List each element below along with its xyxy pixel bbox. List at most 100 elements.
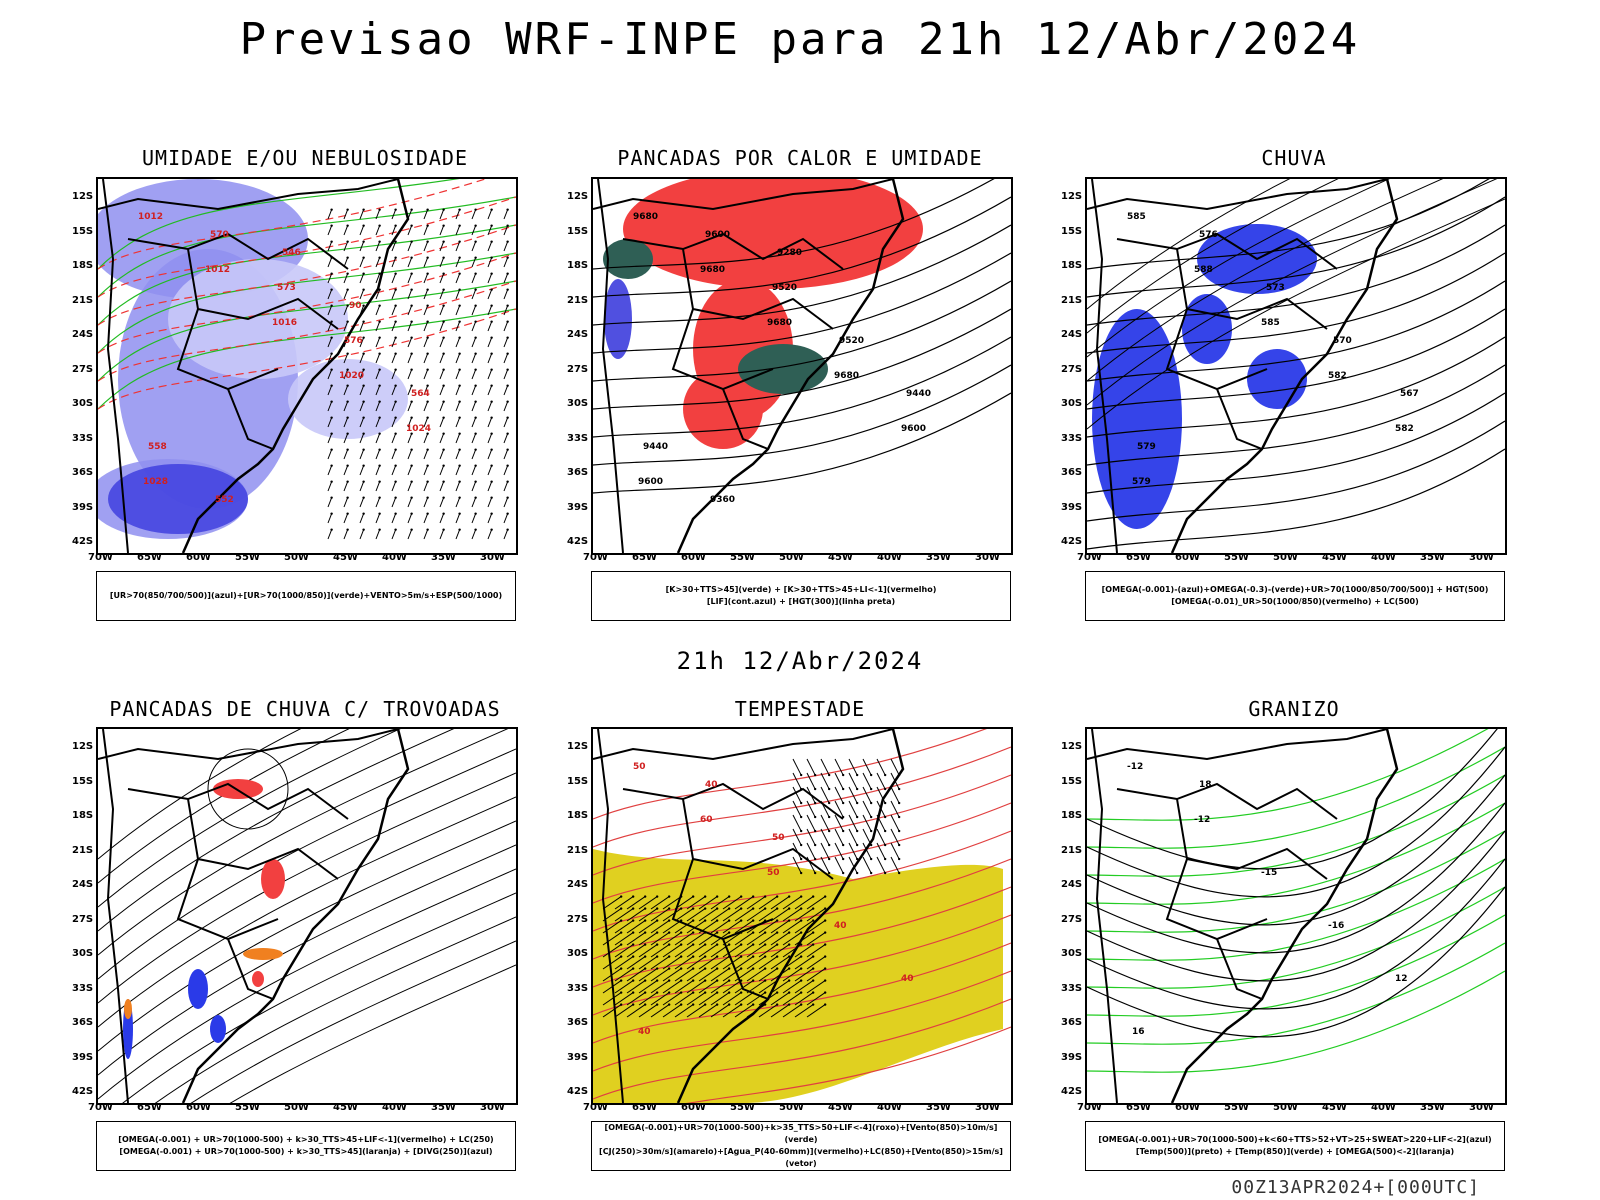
map-canvas: 9680 9680 9680 9680 9600 9600 9600 9520 9520 9440…: [593, 179, 1011, 553]
wind-vector: [746, 992, 766, 1006]
wind-vector: [375, 241, 381, 252]
wind-vector: [614, 908, 634, 922]
streamline: [1087, 179, 1498, 406]
wind-vector-head: [394, 512, 397, 515]
contour-line: [98, 308, 516, 410]
contour-line: [593, 179, 995, 270]
contour-label: 9520: [839, 336, 864, 346]
wind-vector: [782, 968, 802, 982]
wind-vector: [327, 225, 333, 236]
wind-vector: [487, 337, 493, 348]
wind-vector-head: [378, 320, 381, 323]
wind-vector-head: [775, 895, 779, 898]
latitude-label: 33S: [1061, 982, 1083, 994]
wind-vector: [487, 529, 493, 540]
longitude-label: 55W: [235, 552, 260, 563]
panel-title: UMIDADE E/OU NEBULOSIDADE: [141, 146, 469, 170]
wind-vector-head: [442, 304, 445, 307]
wind-vector-head: [827, 871, 831, 875]
contour-label: 9440: [906, 389, 931, 399]
wind-vector-head: [643, 1003, 647, 1006]
legend-line: [LIF](cont.azul) + [HGT(300)](linha pret…: [706, 597, 896, 606]
wind-vector: [806, 992, 826, 1006]
wind-vector: [439, 417, 445, 428]
contour-label: 576: [1199, 230, 1218, 240]
latitude-label: 39S: [567, 1051, 589, 1063]
wind-vector: [758, 1004, 778, 1018]
wind-vector: [455, 289, 461, 300]
contour-label: 16: [1132, 1027, 1145, 1037]
wind-vector-head: [811, 991, 815, 994]
longitude-label: 65W: [632, 1102, 657, 1113]
wind-vector-head: [679, 979, 683, 982]
wind-vector: [674, 932, 694, 946]
wind-vector-head: [410, 384, 413, 387]
wind-vector: [471, 385, 477, 396]
contour-line: [1087, 802, 1505, 954]
wind-vector: [662, 944, 682, 958]
latitude-label: 36S: [1061, 1017, 1083, 1028]
wind-vector: [503, 481, 509, 492]
wind-vector-head: [631, 979, 635, 982]
wind-vector: [471, 513, 477, 524]
wind-vector: [487, 321, 493, 332]
map-canvas: -12 -12 -15 -16 12 16 18: [1087, 729, 1505, 1103]
wind-vector-head: [679, 955, 683, 958]
wind-vector-head: [751, 919, 755, 922]
panel-legend: [OMEGA(-0.001)+UR>70(1000-500)+k<60+TTS>…: [1085, 1121, 1505, 1171]
wind-vector-head: [362, 448, 365, 451]
wind-vector: [782, 980, 802, 994]
wind-vector-head: [655, 1003, 659, 1006]
contour-label: 1012: [138, 212, 163, 222]
contour-line: [1087, 196, 1505, 298]
longitude-label: 50W: [1273, 552, 1298, 563]
wind-vector: [686, 968, 706, 982]
wind-vector-head: [799, 991, 803, 994]
wind-vector: [848, 786, 858, 804]
wind-vector: [686, 896, 706, 910]
wind-vector-head: [667, 943, 671, 946]
wind-vector: [722, 992, 742, 1006]
state-border: [98, 179, 399, 211]
wind-vector: [439, 385, 445, 396]
wind-vector-head: [378, 432, 381, 435]
wind-vector-head: [869, 787, 873, 791]
wind-vector: [638, 1004, 658, 1018]
wind-vector-head: [897, 815, 901, 819]
wind-vector-head: [883, 829, 887, 833]
wind-vector: [503, 209, 509, 220]
longitude-label: 65W: [1126, 552, 1151, 563]
wind-vector: [471, 481, 477, 492]
longitude-label: 55W: [730, 552, 755, 563]
wind-vector-head: [655, 919, 659, 922]
wind-vector: [503, 321, 509, 332]
wind-vector-head: [813, 829, 817, 833]
wind-vector: [503, 353, 509, 364]
wind-vector-head: [426, 496, 429, 499]
map-area: 585 588 585 582 582 579 576 573 570 567 579: [1085, 177, 1507, 555]
wind-vector-head: [763, 943, 767, 946]
wind-vector: [890, 758, 900, 776]
wind-vector: [848, 772, 858, 790]
contour-label: 579: [1132, 477, 1151, 487]
latitude-label: 36S: [72, 467, 94, 478]
wind-vector-head: [346, 272, 349, 275]
wind-vector: [471, 417, 477, 428]
wind-vector-head: [474, 416, 477, 419]
wind-vector-head: [330, 464, 333, 467]
latitude-label: 15S: [567, 775, 589, 787]
wind-vector-head: [442, 352, 445, 355]
wind-vector: [487, 465, 493, 476]
streamline: [98, 844, 516, 1076]
wind-vector: [455, 497, 461, 508]
wind-vector: [423, 497, 429, 508]
wind-vector-head: [394, 304, 397, 307]
wind-vector: [471, 289, 477, 300]
wind-vector: [327, 289, 333, 300]
wind-vector-head: [811, 919, 815, 922]
panel-title: CHUVA: [1261, 146, 1327, 170]
wind-vector-head: [458, 336, 461, 339]
map-canvas: [98, 729, 516, 1103]
wind-vector-head: [442, 416, 445, 419]
longitude-label: 30W: [975, 552, 1000, 563]
